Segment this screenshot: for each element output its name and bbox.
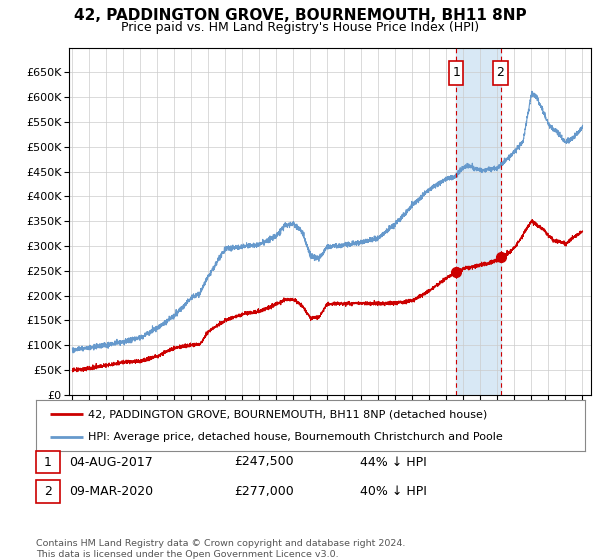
Text: Price paid vs. HM Land Registry's House Price Index (HPI): Price paid vs. HM Land Registry's House … bbox=[121, 21, 479, 34]
FancyBboxPatch shape bbox=[493, 61, 508, 85]
Text: 42, PADDINGTON GROVE, BOURNEMOUTH, BH11 8NP: 42, PADDINGTON GROVE, BOURNEMOUTH, BH11 … bbox=[74, 8, 526, 24]
Text: 04-AUG-2017: 04-AUG-2017 bbox=[69, 455, 153, 469]
Text: 2: 2 bbox=[44, 485, 52, 498]
Text: £247,500: £247,500 bbox=[234, 455, 293, 469]
Text: 44% ↓ HPI: 44% ↓ HPI bbox=[360, 455, 427, 469]
Text: 09-MAR-2020: 09-MAR-2020 bbox=[69, 485, 153, 498]
Text: £277,000: £277,000 bbox=[234, 485, 294, 498]
Text: 40% ↓ HPI: 40% ↓ HPI bbox=[360, 485, 427, 498]
Bar bbox=[457, 48, 500, 395]
Text: Contains HM Land Registry data © Crown copyright and database right 2024.
This d: Contains HM Land Registry data © Crown c… bbox=[36, 539, 406, 559]
Text: 1: 1 bbox=[44, 455, 52, 469]
Text: 1: 1 bbox=[452, 67, 460, 80]
Text: HPI: Average price, detached house, Bournemouth Christchurch and Poole: HPI: Average price, detached house, Bour… bbox=[88, 432, 503, 442]
Text: 42, PADDINGTON GROVE, BOURNEMOUTH, BH11 8NP (detached house): 42, PADDINGTON GROVE, BOURNEMOUTH, BH11 … bbox=[88, 409, 487, 419]
Text: 2: 2 bbox=[497, 67, 505, 80]
FancyBboxPatch shape bbox=[449, 61, 463, 85]
